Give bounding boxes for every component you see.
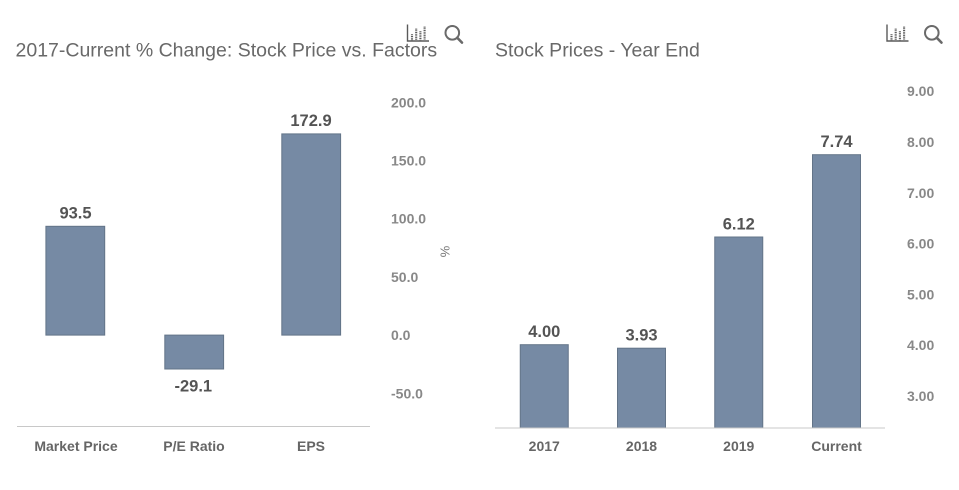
svg-text:6.12: 6.12	[723, 215, 755, 233]
svg-text:5.00: 5.00	[907, 286, 934, 302]
svg-text:172.9: 172.9	[290, 112, 331, 130]
svg-text:%: %	[438, 246, 453, 258]
svg-text:Current: Current	[811, 438, 862, 454]
svg-text:P/E Ratio: P/E Ratio	[163, 438, 224, 454]
svg-text:EPS: EPS	[297, 438, 325, 454]
svg-text:3.93: 3.93	[625, 327, 657, 345]
svg-text:50.0: 50.0	[391, 269, 418, 285]
svg-text:2019: 2019	[723, 438, 754, 454]
svg-text:2017-Current % Change: Stock P: 2017-Current % Change: Stock Price vs. F…	[16, 40, 438, 62]
svg-text:4.00: 4.00	[528, 323, 560, 341]
svg-text:6.00: 6.00	[907, 236, 934, 252]
svg-text:9.00: 9.00	[907, 83, 934, 99]
svg-text:100.0: 100.0	[391, 211, 426, 227]
svg-text:-29.1: -29.1	[174, 377, 212, 395]
svg-text:Market Price: Market Price	[34, 438, 117, 454]
svg-text:-50.0: -50.0	[391, 385, 423, 401]
svg-text:3.00: 3.00	[907, 388, 934, 404]
svg-text:150.0: 150.0	[391, 153, 426, 169]
svg-text:2017: 2017	[529, 438, 560, 454]
svg-text:0.0: 0.0	[391, 327, 411, 343]
svg-text:200.0: 200.0	[391, 94, 426, 110]
svg-text:8.00: 8.00	[907, 134, 934, 150]
svg-text:7.74: 7.74	[820, 133, 853, 151]
svg-text:4.00: 4.00	[907, 337, 934, 353]
svg-text:Stock Prices - Year End: Stock Prices - Year End	[495, 40, 700, 62]
svg-text:2018: 2018	[626, 438, 657, 454]
svg-text:93.5: 93.5	[59, 205, 91, 223]
svg-text:7.00: 7.00	[907, 185, 934, 201]
